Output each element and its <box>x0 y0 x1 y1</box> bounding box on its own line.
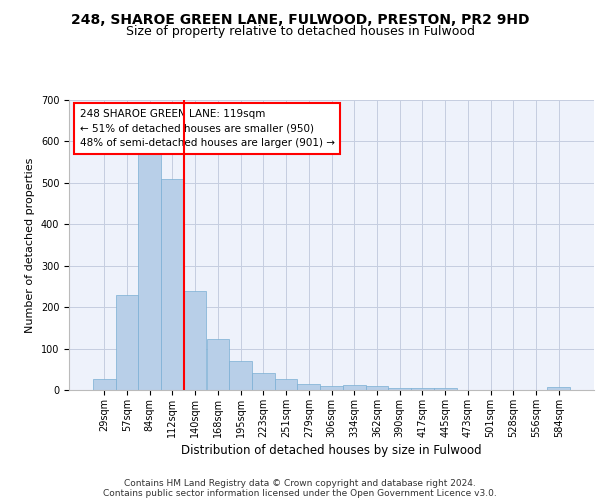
Bar <box>116 294 139 390</box>
Bar <box>206 338 229 390</box>
Bar <box>434 388 457 390</box>
Bar <box>252 373 275 390</box>
Bar <box>298 384 320 390</box>
Bar <box>547 387 570 390</box>
Bar <box>161 178 184 390</box>
Bar <box>275 379 298 390</box>
Text: Contains public sector information licensed under the Open Government Licence v3: Contains public sector information licen… <box>103 488 497 498</box>
Bar <box>139 152 161 390</box>
Text: 248 SHAROE GREEN LANE: 119sqm
← 51% of detached houses are smaller (950)
48% of : 248 SHAROE GREEN LANE: 119sqm ← 51% of d… <box>79 108 335 148</box>
Bar <box>411 388 434 390</box>
Y-axis label: Number of detached properties: Number of detached properties <box>25 158 35 332</box>
Text: Contains HM Land Registry data © Crown copyright and database right 2024.: Contains HM Land Registry data © Crown c… <box>124 478 476 488</box>
Text: 248, SHAROE GREEN LANE, FULWOOD, PRESTON, PR2 9HD: 248, SHAROE GREEN LANE, FULWOOD, PRESTON… <box>71 12 529 26</box>
X-axis label: Distribution of detached houses by size in Fulwood: Distribution of detached houses by size … <box>181 444 482 457</box>
Bar <box>184 290 206 390</box>
Bar <box>320 386 343 390</box>
Bar <box>365 386 388 390</box>
Text: Size of property relative to detached houses in Fulwood: Size of property relative to detached ho… <box>125 25 475 38</box>
Bar <box>388 388 411 390</box>
Bar <box>229 360 252 390</box>
Bar <box>343 386 365 390</box>
Bar <box>93 379 116 390</box>
